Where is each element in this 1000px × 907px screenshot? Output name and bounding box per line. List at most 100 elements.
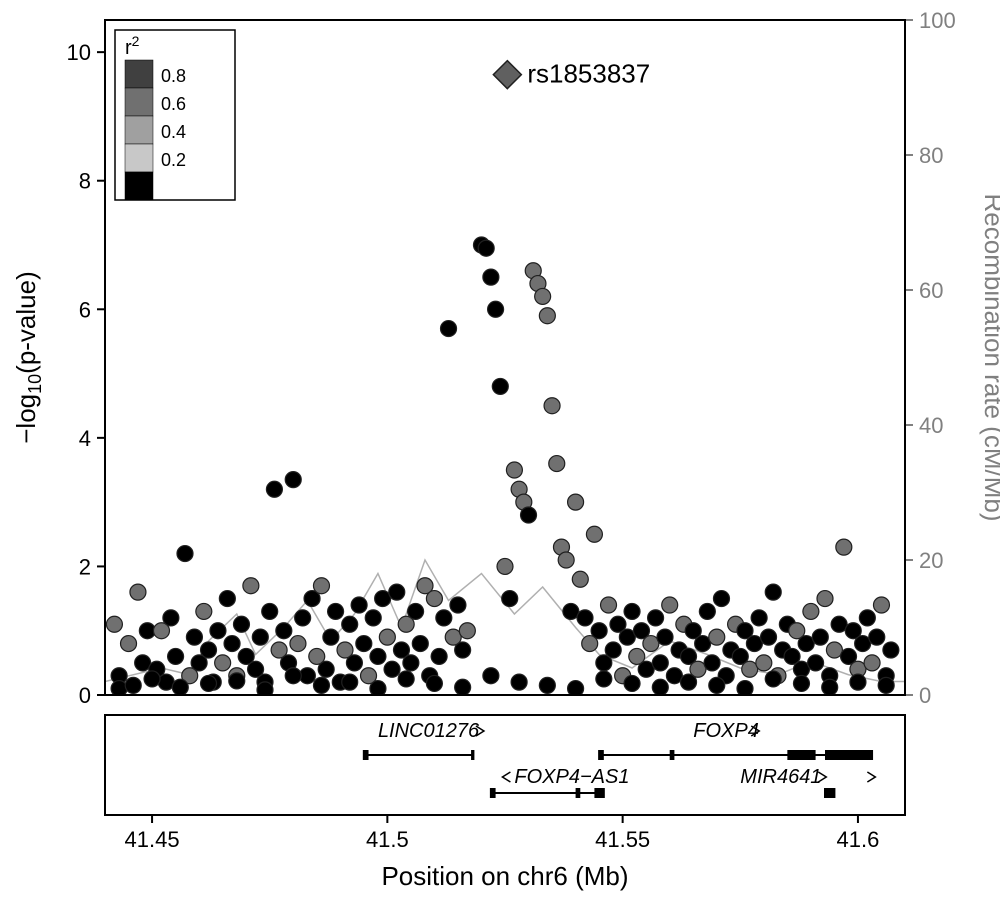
y-left-tick-label: 10: [67, 40, 91, 65]
snp-point: [605, 642, 621, 658]
y-left-axis-label: −log10(p-value): [11, 271, 45, 444]
snp-point: [455, 642, 471, 658]
legend-swatch: [125, 88, 153, 116]
snp-point: [412, 636, 428, 652]
gene-exon: [491, 788, 496, 798]
legend-label: 0.6: [161, 94, 186, 114]
snp-point: [426, 591, 442, 607]
snp-point: [290, 636, 306, 652]
snp-point: [558, 552, 574, 568]
snp-point: [168, 648, 184, 664]
snp-point: [328, 603, 344, 619]
snp-point: [883, 642, 899, 658]
snp-point: [624, 675, 640, 691]
snp-point: [459, 623, 475, 639]
snp-point: [426, 675, 442, 691]
snp-point: [704, 655, 720, 671]
chart-svg: rs18538370246810−log10(p-value)020406080…: [0, 0, 1000, 907]
snp-point: [408, 603, 424, 619]
x-tick-label: 41.55: [595, 827, 650, 852]
snp-point: [699, 603, 715, 619]
snp-point: [751, 610, 767, 626]
legend-swatch: [125, 116, 153, 144]
snp-point: [793, 675, 809, 691]
legend-label: 0.4: [161, 122, 186, 142]
snp-point: [808, 655, 824, 671]
gene-track: [105, 715, 905, 815]
snp-point: [379, 629, 395, 645]
snp-point: [812, 629, 828, 645]
snp-point: [478, 240, 494, 256]
snp-point: [836, 539, 852, 555]
snp-point: [436, 610, 452, 626]
x-tick-label: 41.45: [125, 827, 180, 852]
snp-point: [403, 655, 419, 671]
snp-point: [365, 610, 381, 626]
snp-point: [521, 507, 537, 523]
snp-point: [586, 526, 602, 542]
x-tick-label: 41.5: [366, 827, 409, 852]
snp-point: [648, 610, 664, 626]
snp-point: [125, 677, 141, 693]
snp-point: [539, 677, 555, 693]
snp-point: [370, 648, 386, 664]
snp-point: [285, 668, 301, 684]
gene-exon: [825, 750, 872, 760]
gene-label: LINC01276: [378, 720, 480, 742]
snp-point: [276, 623, 292, 639]
snp-point: [568, 494, 584, 510]
snp-point: [177, 546, 193, 562]
snp-point: [577, 610, 593, 626]
x-tick-label: 41.6: [837, 827, 880, 852]
legend-swatch: [125, 172, 153, 200]
snp-point: [761, 629, 777, 645]
snp-point: [864, 655, 880, 671]
snp-point: [624, 603, 640, 619]
snp-point: [596, 671, 612, 687]
snp-point: [224, 636, 240, 652]
snp-point: [488, 301, 504, 317]
legend-label: 0.8: [161, 66, 186, 86]
gene-exon: [472, 750, 474, 760]
snp-point: [342, 674, 358, 690]
snp-point: [756, 655, 772, 671]
snp-point: [506, 462, 522, 478]
y-right-tick-label: 20: [919, 548, 943, 573]
snp-point: [219, 591, 235, 607]
snp-point: [233, 616, 249, 632]
snp-point: [483, 269, 499, 285]
snp-point: [549, 456, 565, 472]
gene-exon: [787, 750, 815, 760]
snp-point: [163, 610, 179, 626]
snp-point: [713, 591, 729, 607]
snp-point: [285, 472, 301, 488]
snp-point: [817, 591, 833, 607]
snp-point: [266, 481, 282, 497]
snp-point: [384, 661, 400, 677]
snp-point: [323, 629, 339, 645]
snp-point: [229, 673, 245, 689]
snp-point: [144, 671, 160, 687]
snp-point: [765, 671, 781, 687]
gene-exon: [594, 788, 603, 798]
gene-exon: [599, 750, 604, 760]
snp-point: [652, 655, 668, 671]
snp-point: [215, 655, 231, 671]
y-left-tick-label: 8: [79, 169, 91, 194]
y-right-axis-label: Recombination rate (cM/Mb): [979, 194, 1000, 522]
gene-exon: [576, 788, 581, 798]
snp-point: [502, 591, 518, 607]
snp-point: [873, 597, 889, 613]
snp-point: [535, 288, 551, 304]
y-right-tick-label: 60: [919, 278, 943, 303]
gene-exon: [670, 750, 675, 760]
snp-point: [878, 677, 894, 693]
snp-point: [869, 629, 885, 645]
y-left-tick-label: 6: [79, 297, 91, 322]
snp-point: [709, 677, 725, 693]
gene-label: MIR4641: [740, 766, 821, 788]
snp-point: [295, 610, 311, 626]
snp-point: [130, 584, 146, 600]
snp-point: [243, 578, 259, 594]
snp-point: [822, 679, 838, 695]
